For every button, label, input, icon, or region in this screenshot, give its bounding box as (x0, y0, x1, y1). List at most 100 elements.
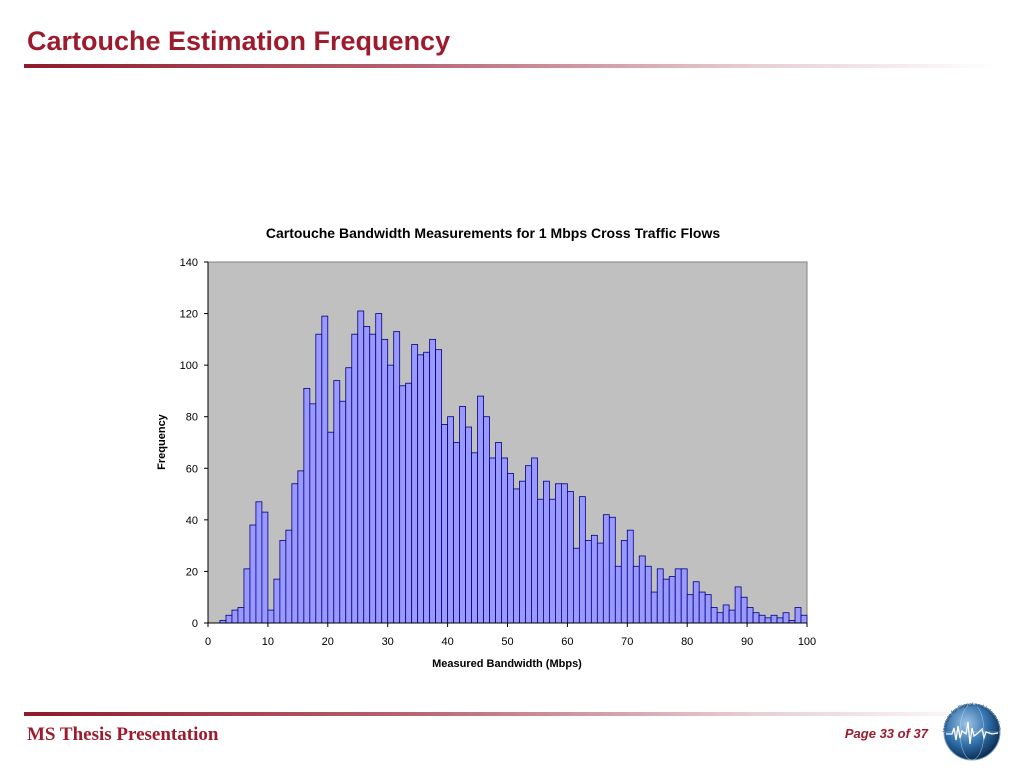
chart-title: Cartouche Bandwidth Measurements for 1 M… (266, 225, 721, 241)
histogram-bar (447, 416, 454, 624)
histogram-bar (423, 351, 431, 624)
x-tick-label: 70 (621, 636, 633, 648)
histogram-bar (578, 496, 586, 624)
histogram-bar (381, 338, 389, 624)
page-number: Page 33 of 37 (845, 726, 928, 741)
histogram-bar (680, 568, 688, 624)
y-tick-label: 40 (186, 515, 198, 527)
histogram-bar (333, 380, 341, 624)
footer-divider (24, 712, 999, 716)
histogram-bar (572, 547, 580, 624)
histogram-bar (728, 609, 736, 624)
histogram-bar (537, 498, 544, 624)
slide-title: Cartouche Estimation Frequency (27, 26, 451, 56)
histogram-bar (255, 501, 263, 624)
histogram-bar (393, 331, 401, 624)
histogram-bar (327, 431, 335, 624)
histogram-bar (710, 607, 718, 624)
histogram-bar (489, 457, 496, 624)
x-tick-label: 10 (262, 636, 274, 648)
histogram-bar (686, 594, 694, 624)
histogram-bar (477, 395, 484, 624)
histogram-bar (698, 591, 706, 624)
histogram-bar (776, 617, 784, 624)
histogram-bar (531, 457, 538, 624)
histogram-bar (435, 349, 443, 624)
histogram-bar (387, 364, 395, 624)
histogram-bar (704, 594, 712, 624)
histogram-bar (441, 424, 448, 624)
x-axis: 0 10 20 30 40 50 60 70 80 90 100 (205, 622, 816, 648)
histogram-bar (584, 540, 592, 624)
histogram-bar (752, 612, 760, 624)
histogram-bar (243, 568, 251, 624)
x-tick-label: 90 (741, 636, 753, 648)
x-tick-label: 30 (382, 636, 394, 648)
histogram-bar (351, 333, 359, 624)
histogram-bar (339, 400, 347, 624)
y-tick-label: 20 (186, 566, 198, 578)
histogram-bar (561, 483, 568, 624)
y-tick-label: 60 (186, 463, 198, 475)
histogram-bar (513, 488, 520, 624)
y-tick-label: 140 (180, 257, 198, 269)
histogram-bar (519, 480, 526, 624)
histogram-bar (674, 568, 682, 624)
histogram-bar (297, 470, 305, 624)
y-tick-label: 120 (180, 309, 198, 321)
histogram-bar (231, 609, 239, 624)
histogram-bar (650, 591, 658, 624)
histogram-bar (483, 416, 490, 624)
histogram-bar (465, 426, 472, 624)
histogram-bar (602, 514, 610, 624)
y-axis-label: Frequency (156, 413, 168, 470)
histogram-bar (375, 313, 383, 624)
histogram-bar (309, 403, 317, 624)
histogram-bar (273, 578, 281, 624)
histogram-bar (417, 354, 425, 624)
histogram-bar (662, 578, 670, 624)
y-tick-label: 100 (180, 360, 198, 372)
histogram-bar (614, 565, 622, 624)
histogram-bar (590, 534, 598, 624)
histogram-bar (357, 310, 365, 624)
histogram-bar (626, 529, 634, 624)
y-tick-label: 0 (192, 618, 198, 630)
histogram-bar (495, 442, 502, 624)
histogram-bar (794, 607, 802, 624)
histogram-bar (656, 568, 664, 624)
histogram-bar (644, 565, 652, 624)
histogram-bar (782, 612, 790, 624)
histogram-bar (668, 576, 676, 624)
histogram-bar (620, 540, 628, 624)
histogram-bar (411, 344, 419, 624)
histogram-bar (638, 555, 646, 624)
histogram-bar (596, 542, 604, 624)
histogram-bar (315, 333, 323, 624)
histogram-bar (363, 326, 371, 624)
histogram-bar (716, 612, 724, 624)
y-tick-label: 80 (186, 412, 198, 424)
histogram-bar (692, 581, 700, 624)
histogram-bar (507, 473, 514, 624)
histogram-bar (501, 457, 508, 624)
y-axis: 0 20 40 60 80 100 120 140 (180, 257, 209, 630)
histogram-bar (525, 465, 532, 624)
histogram-bar (555, 483, 562, 624)
title-divider (24, 64, 999, 68)
x-tick-label: 40 (441, 636, 453, 648)
histogram-bar (722, 604, 730, 624)
histogram-bar (249, 524, 257, 624)
x-tick-label: 80 (681, 636, 693, 648)
x-tick-label: 20 (322, 636, 334, 648)
histogram-bar (453, 442, 460, 624)
histogram-bar (261, 511, 269, 624)
histogram-bar (399, 385, 407, 624)
histogram-bar (459, 405, 466, 624)
page-prefix: Page (844, 726, 880, 741)
page-total: 37 (913, 726, 928, 741)
histogram-bar (279, 540, 287, 624)
page-of: of (894, 726, 914, 741)
x-tick-label: 50 (501, 636, 513, 648)
